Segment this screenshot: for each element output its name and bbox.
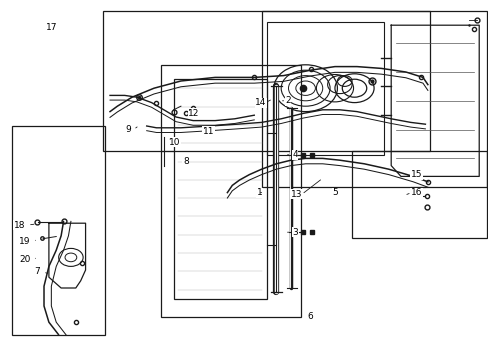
Text: 5: 5 bbox=[331, 188, 337, 197]
Text: 20: 20 bbox=[19, 255, 30, 264]
Text: 2: 2 bbox=[285, 96, 290, 105]
Text: 12: 12 bbox=[188, 109, 199, 118]
Text: 8: 8 bbox=[183, 158, 188, 166]
Text: 4: 4 bbox=[292, 150, 298, 159]
Text: 16: 16 bbox=[410, 188, 422, 197]
Text: 9: 9 bbox=[125, 125, 131, 134]
Text: 10: 10 bbox=[168, 138, 180, 147]
Text: 11: 11 bbox=[203, 127, 214, 136]
Text: 3: 3 bbox=[292, 228, 298, 237]
Text: 6: 6 bbox=[307, 312, 313, 321]
Text: 1: 1 bbox=[256, 188, 262, 197]
Text: 7: 7 bbox=[34, 267, 40, 276]
Text: 19: 19 bbox=[19, 237, 30, 246]
Text: 13: 13 bbox=[290, 190, 302, 199]
Text: 14: 14 bbox=[255, 98, 266, 107]
Text: 17: 17 bbox=[45, 22, 57, 31]
Text: 15: 15 bbox=[410, 170, 422, 179]
Text: 18: 18 bbox=[14, 220, 25, 230]
